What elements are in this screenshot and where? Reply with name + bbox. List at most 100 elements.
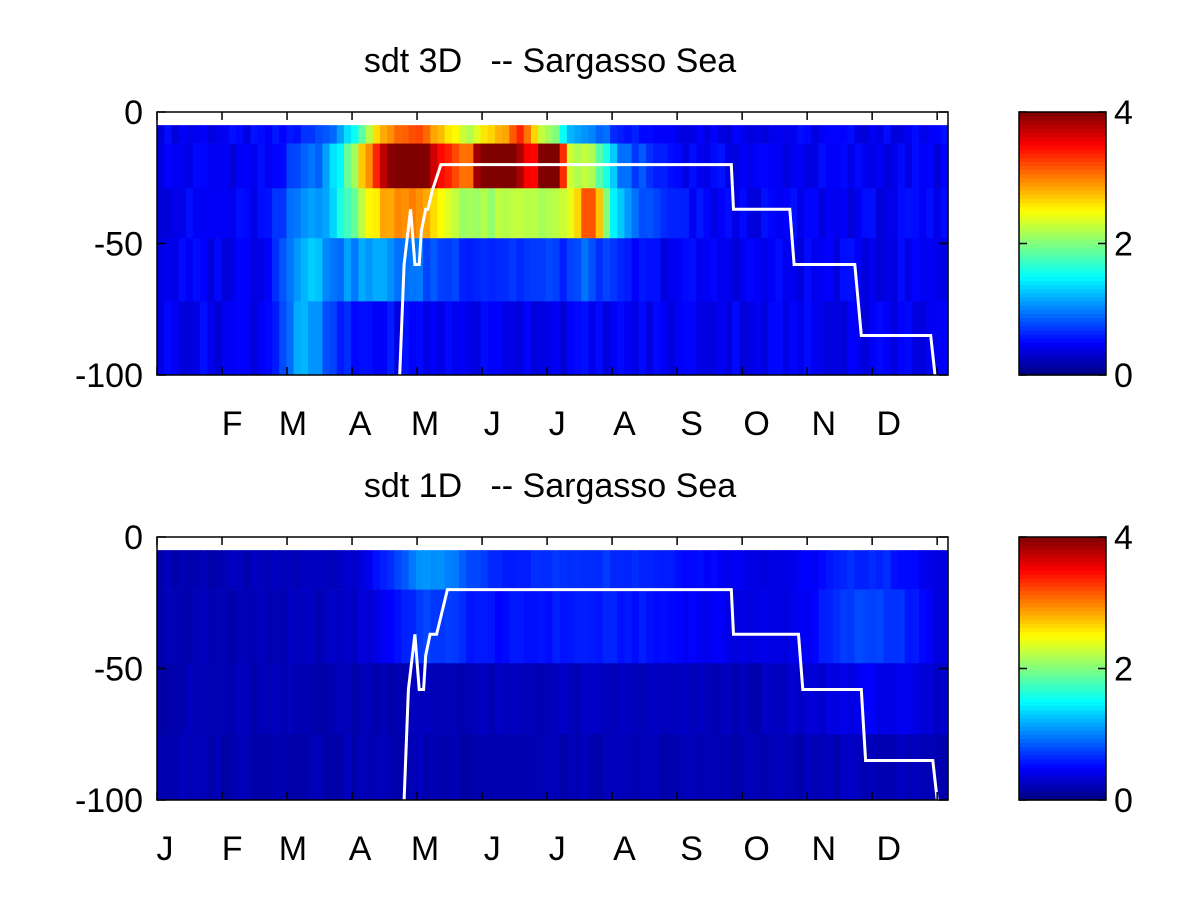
colorbar-swatch <box>1019 726 1106 731</box>
colorbar-swatch <box>1019 643 1106 649</box>
chart-title: sdt 3D -- Sargasso Sea <box>364 42 736 80</box>
heatmap-cell <box>272 143 280 189</box>
heatmap-cell <box>322 550 331 590</box>
heatmap-cell <box>200 238 208 302</box>
colorbar-swatch <box>1019 590 1106 596</box>
colorbar-swatch <box>1019 795 1106 801</box>
heatmap-cell <box>854 301 863 376</box>
colorbar-swatch <box>1019 684 1106 690</box>
heatmap-cell <box>876 188 884 239</box>
heatmap-cell <box>502 734 510 801</box>
heatmap-cell <box>480 663 489 735</box>
heatmap-cell <box>552 188 561 239</box>
heatmap-cell <box>164 550 172 590</box>
heatmap-cell <box>746 238 755 302</box>
colorbar-swatch <box>1019 672 1106 678</box>
heatmap-cell <box>933 663 942 735</box>
heatmap-cell <box>164 143 172 189</box>
heatmap-cell <box>681 188 690 239</box>
heatmap-cell <box>221 301 230 376</box>
heatmap-cell <box>243 550 252 590</box>
x-tick-label: D <box>877 830 902 868</box>
x-tick-label: J <box>484 830 501 868</box>
heatmap-cell <box>717 301 726 376</box>
heatmap-cell <box>545 589 554 664</box>
colorbar-swatch <box>1019 668 1106 674</box>
heatmap-cell <box>753 125 762 144</box>
heatmap-cell <box>574 301 582 376</box>
heatmap-cell <box>653 589 661 664</box>
heatmap-cell <box>336 125 345 144</box>
colorbar-swatch <box>1019 342 1106 347</box>
heatmap-cell <box>279 734 288 801</box>
heatmap-cell <box>574 125 582 144</box>
heatmap-cell <box>272 125 280 144</box>
heatmap-cell <box>696 125 705 144</box>
heatmap-cell <box>753 143 762 189</box>
heatmap-cell <box>494 301 503 376</box>
colorbar-swatch <box>1019 280 1106 286</box>
heatmap-cell <box>300 734 309 801</box>
heatmap-cell <box>243 734 252 801</box>
heatmap-cell <box>746 589 755 664</box>
heatmap-cell <box>883 663 892 735</box>
heatmap-cell <box>250 734 259 801</box>
colorbar-swatch <box>1019 169 1106 175</box>
heatmap-cell <box>401 589 410 664</box>
x-tick-label: F <box>222 405 243 443</box>
heatmap-cell <box>466 301 474 376</box>
heatmap-cell <box>250 550 259 590</box>
heatmap-cell <box>689 125 697 144</box>
heatmap-cell <box>315 188 323 239</box>
heatmap-cell <box>437 589 446 664</box>
heatmap-cell <box>200 143 208 189</box>
heatmap-cell <box>494 188 503 239</box>
x-tick-label: A <box>349 405 372 443</box>
heatmap-cell <box>832 125 841 144</box>
heatmap-cell <box>308 125 316 144</box>
heatmap-cell <box>358 188 367 239</box>
heatmap-cell <box>689 734 697 801</box>
x-tick-label: D <box>877 405 902 443</box>
heatmap-cell <box>423 143 431 189</box>
heatmap-cell <box>236 663 244 735</box>
heatmap-cell <box>732 550 741 590</box>
heatmap-cell <box>912 301 920 376</box>
colorbar-swatch <box>1019 652 1106 657</box>
heatmap-cell <box>157 550 165 590</box>
heatmap-cell <box>703 589 712 664</box>
heatmap-cell <box>315 301 323 376</box>
heatmap-cell <box>904 663 913 735</box>
heatmap-cell <box>329 734 338 801</box>
heatmap-cell <box>336 143 345 189</box>
heatmap-cell <box>912 550 920 590</box>
heatmap-cell <box>351 238 359 302</box>
heatmap-cell <box>329 663 338 735</box>
heatmap-cell <box>940 238 949 302</box>
heatmap-cell <box>890 188 899 239</box>
heatmap-cell <box>257 301 266 376</box>
heatmap-cell <box>494 589 503 664</box>
heatmap-cell <box>300 550 309 590</box>
heatmap-cell <box>782 663 791 735</box>
heatmap-cell <box>279 238 288 302</box>
heatmap-cell <box>818 734 827 801</box>
heatmap-cell <box>387 301 395 376</box>
heatmap-cell <box>243 188 252 239</box>
heatmap-cell <box>221 589 230 664</box>
heatmap-cell <box>243 125 252 144</box>
heatmap-cell <box>796 734 805 801</box>
heatmap-cell <box>228 589 237 664</box>
heatmap-cell <box>279 589 288 664</box>
heatmap-cell <box>214 238 223 302</box>
heatmap-cell <box>430 238 439 302</box>
heatmap-cell <box>610 550 618 590</box>
heatmap-cell <box>487 550 496 590</box>
heatmap-cell <box>847 550 856 590</box>
heatmap-cell <box>868 589 877 664</box>
heatmap-cell <box>430 663 439 735</box>
heatmap-cell <box>775 550 784 590</box>
heatmap-cell <box>480 734 489 801</box>
heatmap-cell <box>761 188 769 239</box>
